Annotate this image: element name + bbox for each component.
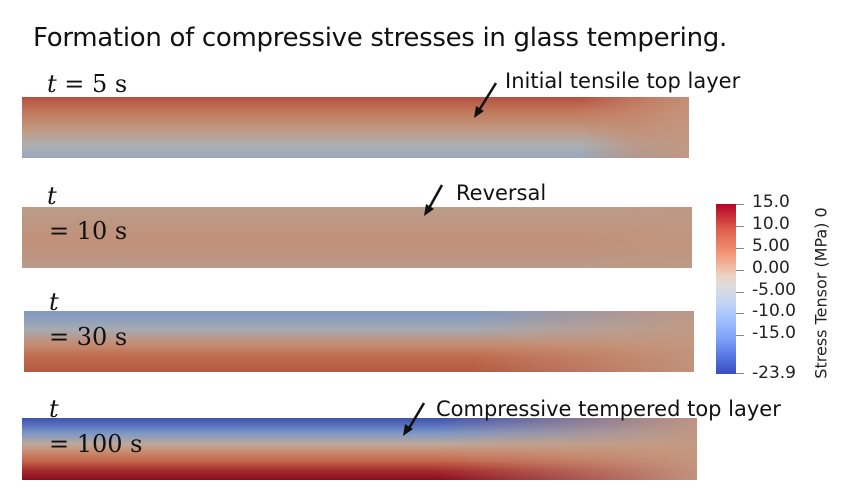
colorbar-tick xyxy=(736,270,744,271)
colorbar-label: 0.00 xyxy=(752,258,790,278)
colorbar-tick xyxy=(736,373,744,374)
time-value: = 5 s xyxy=(64,70,128,98)
stress-bar-100s xyxy=(22,418,697,480)
colorbar xyxy=(716,204,736,374)
colorbar-tick xyxy=(736,204,744,205)
annotation-reversal: Reversal xyxy=(456,181,547,205)
time-label-5s: t = 5 s xyxy=(47,70,127,98)
colorbar-label: 10.0 xyxy=(752,214,790,234)
arrow-icon xyxy=(424,184,444,216)
time-symbol: t xyxy=(47,182,57,210)
colorbar-tick xyxy=(736,226,744,227)
colorbar-title-text: Stress Tensor (MPa) 0 xyxy=(811,207,831,379)
colorbar-label: -23.9 xyxy=(752,363,796,383)
time-symbol: t xyxy=(47,70,57,98)
stress-bar-10s xyxy=(22,207,692,268)
colorbar-tick xyxy=(736,313,744,314)
time-label-100s-symbol: t xyxy=(49,395,59,423)
colorbar-tick xyxy=(736,248,744,249)
time-label-10s-symbol: t xyxy=(47,182,57,210)
colorbar-label: -10.0 xyxy=(752,301,796,321)
arrow-icon xyxy=(474,82,498,118)
colorbar-title: Stress Tensor (MPa) 0 xyxy=(806,200,836,386)
colorbar-tick xyxy=(736,292,744,293)
colorbar-label: -5.00 xyxy=(752,280,796,300)
time-symbol: t xyxy=(49,288,59,316)
colorbar-label: 15.0 xyxy=(752,192,790,212)
time-label-100s-value: = 100 s xyxy=(49,430,143,458)
colorbar-label: 5.00 xyxy=(752,236,790,256)
figure-title: Formation of compressive stresses in gla… xyxy=(33,23,727,53)
time-label-10s-value: = 10 s xyxy=(49,217,128,245)
colorbar-label: -15.0 xyxy=(752,323,796,343)
stress-bar-5s xyxy=(22,97,689,158)
time-symbol: t xyxy=(49,395,59,423)
stress-bar-30s xyxy=(24,311,694,372)
annotation-compressive-tempered: Compressive tempered top layer xyxy=(436,397,781,421)
time-label-30s-symbol: t xyxy=(49,288,59,316)
time-label-30s-value: = 30 s xyxy=(49,323,128,351)
arrow-icon xyxy=(403,402,426,436)
annotation-initial-tensile: Initial tensile top layer xyxy=(505,69,741,93)
colorbar-tick xyxy=(736,335,744,336)
